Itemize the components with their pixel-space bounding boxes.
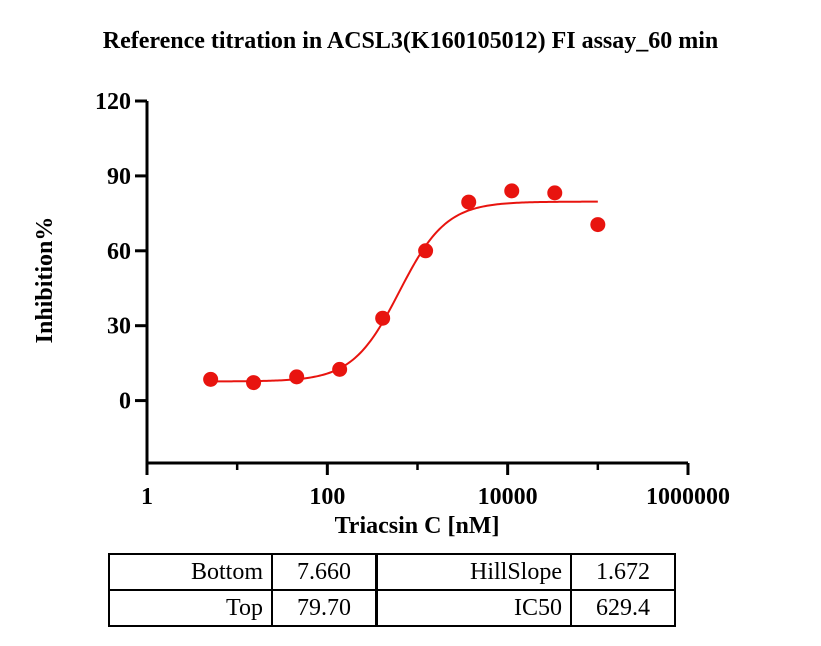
chart-title: Reference titration in ACSL3(K160105012)… [102, 28, 719, 54]
param-name-top: Top [108, 589, 273, 627]
param-name-ic50: IC50 [376, 589, 572, 627]
data-point [203, 371, 219, 387]
table-row: Top 79.70 [108, 589, 377, 627]
fit-curve [210, 200, 598, 383]
y-axis-title: Inhibition% [32, 217, 58, 344]
table-row: Bottom 7.660 [108, 553, 377, 591]
y-tick-label: 0 [119, 389, 131, 415]
y-tick-label: 60 [107, 239, 131, 265]
table-row: HillSlope 1.672 [376, 553, 676, 591]
x-tick-label: 10000 [478, 484, 538, 510]
param-value-hillslope: 1.672 [570, 553, 676, 591]
fit-params-table-right: HillSlope 1.672 IC50 629.4 [376, 553, 676, 627]
y-tick-label: 120 [95, 89, 131, 115]
data-points-layer [203, 183, 606, 391]
x-tick-label: 1 [141, 484, 153, 510]
x-tick-label: 100 [309, 484, 345, 510]
param-name-hillslope: HillSlope [376, 553, 572, 591]
param-value-top: 79.70 [271, 589, 377, 627]
data-point [418, 243, 434, 259]
data-point [332, 361, 348, 377]
param-name-bottom: Bottom [108, 553, 273, 591]
x-axis-title: Triacsin C [nM] [335, 513, 500, 539]
dose-response-plot: 0 30 60 90 120 1 100 10000 1000000 Triacsin C [n… [32, 89, 730, 539]
fit-curve-layer [210, 200, 598, 383]
data-point [590, 217, 606, 233]
data-point [547, 185, 563, 201]
data-point [504, 183, 520, 199]
param-value-bottom: 7.660 [271, 553, 377, 591]
y-tick-label: 30 [107, 314, 131, 340]
table-row: IC50 629.4 [376, 589, 676, 627]
axes: 0 30 60 90 120 1 100 10000 1000000 [95, 89, 730, 510]
x-tick-label: 1000000 [646, 484, 730, 510]
data-point [375, 310, 391, 326]
param-value-ic50: 629.4 [570, 589, 676, 627]
fit-params-table-left: Bottom 7.660 Top 79.70 [108, 553, 377, 627]
data-point [289, 369, 305, 385]
data-point [461, 194, 477, 210]
data-point [246, 375, 262, 391]
y-tick-label: 90 [107, 164, 131, 190]
